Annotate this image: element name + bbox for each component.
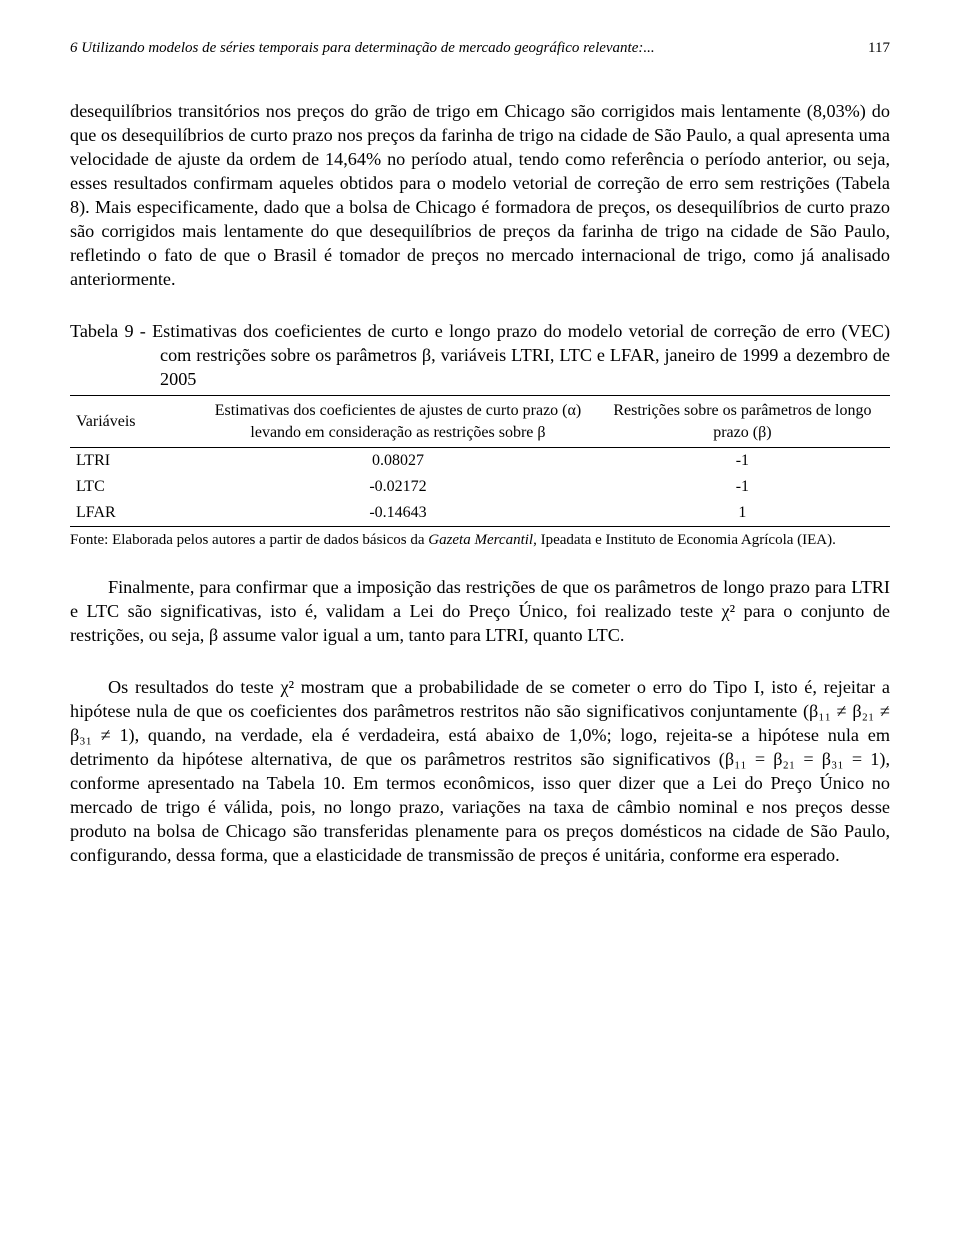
paragraph-3: Os resultados do teste χ² mostram que a … [70, 675, 890, 867]
table9-r2-var: LFAR [70, 500, 201, 527]
table9-r1-alpha: -0.02172 [201, 474, 595, 500]
table-row: LTRI 0.08027 -1 [70, 448, 890, 475]
paragraph-1: desequilíbrios transitórios nos preços d… [70, 99, 890, 291]
table9-r0-alpha: 0.08027 [201, 448, 595, 475]
table9-caption: Tabela 9 - Estimativas dos coeficientes … [70, 319, 890, 391]
table-row: LFAR -0.14643 1 [70, 500, 890, 527]
table9-col2: Restrições sobre os parâmetros de longo … [595, 396, 890, 448]
table9-source-text: Fonte: Elaborada pelos autores a partir … [70, 531, 890, 551]
table9-r2-beta: 1 [595, 500, 890, 527]
table9-r2-alpha: -0.14643 [201, 500, 595, 527]
table-row: LTC -0.02172 -1 [70, 474, 890, 500]
page-number: 117 [868, 40, 890, 57]
table9-caption-text: Tabela 9 - Estimativas dos coeficientes … [70, 319, 890, 391]
paragraph-2: Finalmente, para confirmar que a imposiç… [70, 575, 890, 647]
table9-header-row: Variáveis Estimativas dos coeficientes d… [70, 396, 890, 448]
running-header: 6 Utilizando modelos de séries temporais… [70, 40, 890, 57]
table9-source: Fonte: Elaborada pelos autores a partir … [70, 531, 890, 551]
table9-col1: Estimativas dos coeficientes de ajustes … [201, 396, 595, 448]
table9-r0-var: LTRI [70, 448, 201, 475]
table9-r1-beta: -1 [595, 474, 890, 500]
table9-r0-beta: -1 [595, 448, 890, 475]
running-title: 6 Utilizando modelos de séries temporais… [70, 40, 850, 57]
table9-col0: Variáveis [70, 396, 201, 448]
table9: Variáveis Estimativas dos coeficientes d… [70, 395, 890, 527]
table9-r1-var: LTC [70, 474, 201, 500]
